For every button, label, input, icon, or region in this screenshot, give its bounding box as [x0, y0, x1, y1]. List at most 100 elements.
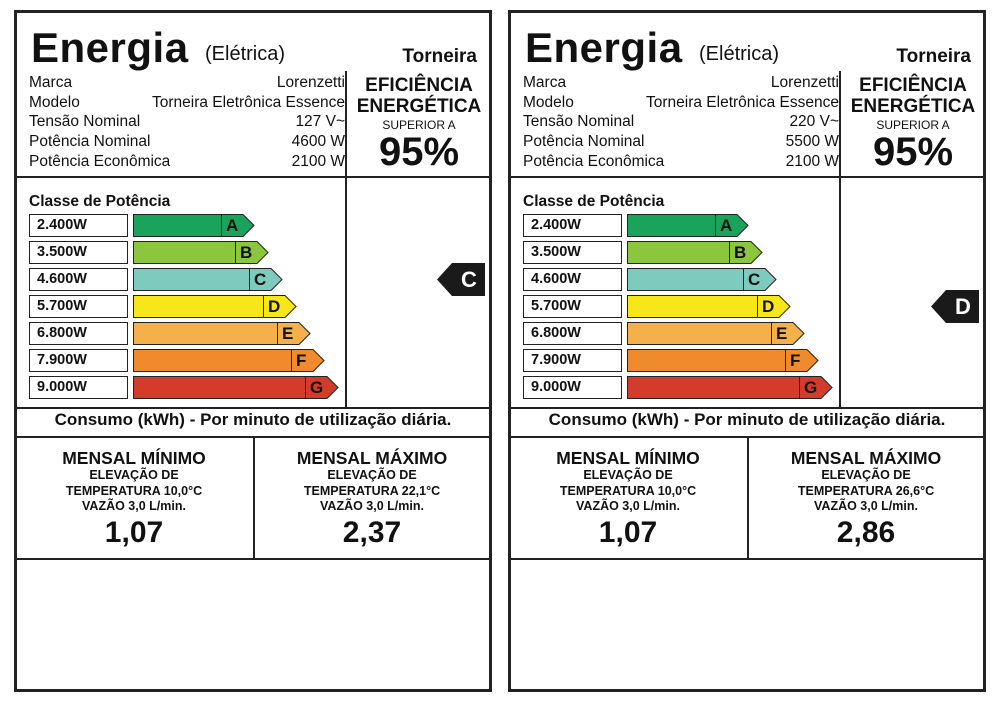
- arrow-shape: [729, 241, 763, 264]
- class-letter: B: [240, 243, 253, 262]
- divider-specs: [839, 71, 841, 176]
- consumo-min: MENSAL MÍNIMO ELEVAÇÃO DE TEMPERATURA 10,0…: [511, 443, 745, 549]
- consumo-max-value: 2,37: [342, 515, 402, 549]
- spec-value: 2100 W: [785, 152, 839, 170]
- spec-label: Potência Econômica: [29, 152, 171, 170]
- spec-value: 4600 W: [291, 133, 345, 151]
- efficiency-block: EFICIÊNCIA ENERGÉTICA SUPERIOR A 95%: [843, 75, 983, 172]
- consumo-max: MENSAL MÁXIMO ELEVAÇÃO DE TEMPERATURA 26,6…: [749, 443, 983, 549]
- class-bar: [133, 349, 293, 372]
- class-arrow-d: D: [263, 295, 297, 318]
- spec-label: Tensão Nominal: [29, 113, 141, 131]
- efficiency-title-line1: EFICIÊNCIA: [365, 75, 473, 96]
- class-letter: A: [226, 216, 239, 235]
- spec-row: Modelo Torneira Eletrônica Essence: [29, 93, 345, 113]
- class-power: 6.800W: [523, 322, 622, 345]
- class-letter: E: [776, 324, 788, 343]
- spec-value: Torneira Eletrônica Essence: [646, 93, 839, 111]
- consumo-min-value: 1,07: [598, 515, 658, 549]
- consumo-max: MENSAL MÁXIMO ELEVAÇÃO DE TEMPERATURA 22,1…: [255, 443, 489, 549]
- class-arrow-f: F: [291, 349, 325, 372]
- spec-value: Lorenzetti: [770, 74, 839, 91]
- consumo-min-value: 1,07: [104, 515, 164, 549]
- class-bar: [627, 268, 745, 291]
- class-arrow-c: C: [249, 268, 283, 291]
- selected-class-indicator: D: [931, 290, 979, 323]
- divider-classes: [345, 178, 347, 408]
- class-bar: [627, 376, 801, 399]
- arrow-shape: [785, 349, 819, 372]
- spec-row: Potência Econômica 2100 W: [523, 152, 839, 172]
- class-letter: C: [254, 270, 267, 289]
- spec-row: Tensão Nominal 127 V~: [29, 112, 345, 132]
- consumo-min-line3: VAZÃO 3,0 L/min.: [82, 499, 186, 513]
- arrow-shape: [277, 322, 311, 345]
- class-letter: B: [734, 243, 747, 262]
- class-bar: [627, 214, 717, 237]
- spec-value: 127 V~: [295, 113, 345, 131]
- arrow-shape: [715, 214, 749, 237]
- arrow-shape: [263, 295, 297, 318]
- spec-value: 220 V~: [789, 113, 839, 131]
- arrow-shape: [249, 268, 283, 291]
- consumo-min-line2: TEMPERATURA 10,0°C: [65, 483, 203, 498]
- divider-consumo-bottom: [511, 436, 983, 438]
- efficiency-sub: SUPERIOR A: [876, 118, 950, 132]
- class-bar: [133, 214, 223, 237]
- spec-label: Potência Econômica: [523, 152, 665, 170]
- class-power: 4.600W: [29, 268, 128, 291]
- arrow-shape: [799, 376, 833, 399]
- specs-table: Marca Lorenzetti Modelo Torneira Eletrônica…: [29, 73, 345, 172]
- class-row-f: 7.900W F: [523, 349, 843, 372]
- class-letter: A: [720, 216, 733, 235]
- arrow-shape: [305, 376, 339, 399]
- consumo-min-title: MENSAL MÍNIMO: [556, 448, 700, 468]
- class-power: 9.000W: [29, 376, 128, 399]
- class-arrow-g: G: [799, 376, 833, 399]
- class-bar: [627, 322, 773, 345]
- arrow-shape: [235, 241, 269, 264]
- efficiency-title-line2: ENERGÉTICA: [850, 96, 976, 117]
- class-arrow-b: B: [235, 241, 269, 264]
- class-row-f: 7.900W F: [29, 349, 349, 372]
- class-power: 3.500W: [523, 241, 622, 264]
- class-power: 5.700W: [29, 295, 128, 318]
- spec-label: Marca: [29, 74, 73, 91]
- consumo-max-line2: TEMPERATURA 26,6°C: [797, 483, 935, 498]
- arrow-shape: [771, 322, 805, 345]
- spec-label: Potência Nominal: [523, 133, 645, 151]
- class-arrow-e: E: [277, 322, 311, 345]
- consumo-max-line3: VAZÃO 3,0 L/min.: [320, 499, 424, 513]
- consumo-min-line1: ELEVAÇÃO DE: [89, 468, 179, 482]
- class-letter: G: [310, 378, 324, 397]
- class-row-g: 9.000W G: [523, 376, 843, 399]
- consumo-title: Consumo (kWh) - Por minuto de utilização…: [548, 410, 946, 429]
- consumo-min-title: MENSAL MÍNIMO: [62, 448, 206, 468]
- consumo-min: MENSAL MÍNIMO ELEVAÇÃO DE TEMPERATURA 10,0…: [17, 443, 251, 549]
- spec-row: Potência Nominal 4600 W: [29, 132, 345, 152]
- class-arrow-a: A: [715, 214, 749, 237]
- divider-header: [511, 176, 983, 178]
- class-row-a: 2.400W A: [523, 214, 843, 237]
- consumo-min-line2: TEMPERATURA 10,0°C: [559, 483, 697, 498]
- spec-value: 5500 W: [785, 133, 839, 151]
- class-bar: [133, 241, 237, 264]
- arrow-shape: [743, 268, 777, 291]
- class-power: 2.400W: [523, 214, 622, 237]
- spec-value: Torneira Eletrônica Essence: [152, 93, 345, 111]
- class-arrow-a: A: [221, 214, 255, 237]
- consumo-max-line3: VAZÃO 3,0 L/min.: [814, 499, 918, 513]
- energy-label-left: Energia (Elétrica) Torneira Marca Lorenzetti…: [14, 10, 492, 692]
- class-bar: [627, 295, 759, 318]
- class-arrow-f: F: [785, 349, 819, 372]
- class-row-g: 9.000W G: [29, 376, 349, 399]
- class-letter: D: [762, 297, 775, 316]
- arrow-shape: [221, 214, 255, 237]
- class-letter: F: [790, 351, 801, 370]
- consumo-title: Consumo (kWh) - Por minuto de utilização…: [54, 410, 452, 429]
- class-bar: [133, 322, 279, 345]
- class-letter: F: [296, 351, 307, 370]
- divider-min-max: [253, 438, 255, 558]
- selected-class-letter: C: [461, 267, 477, 292]
- class-arrow-d: D: [757, 295, 791, 318]
